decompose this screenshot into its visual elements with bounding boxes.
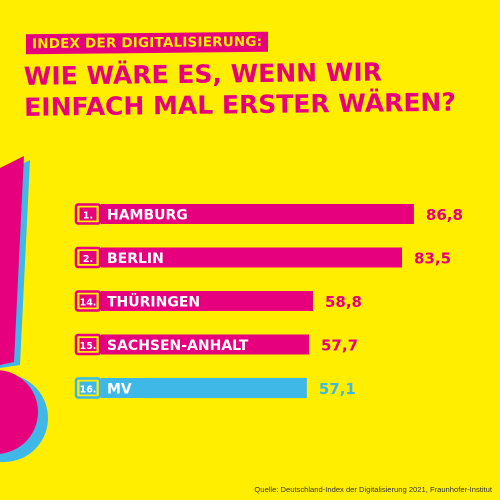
category-label-1: BERLIN — [107, 251, 164, 267]
category-label-2: THÜRINGEN — [107, 293, 200, 311]
rank-badge-fill-1 — [79, 251, 97, 264]
rank-badge-2: 14. — [74, 290, 102, 312]
rank-label-4: 16. — [80, 384, 97, 395]
bar-row-1: 2. BERLIN 83,5 — [74, 246, 451, 269]
category-label-3: SACHSEN-ANHALT — [107, 338, 249, 354]
rank-badge-fill-2 — [79, 294, 97, 308]
value-label-0: 86,8 — [426, 206, 463, 224]
rank-badge-fill-0 — [79, 207, 97, 221]
category-label-4: MV — [107, 382, 132, 398]
bar-1 — [101, 247, 403, 268]
bar-2 — [101, 291, 313, 311]
exclamation-dot — [0, 370, 38, 454]
rank-label-2: 14. — [80, 297, 97, 308]
bar-row-3: 15. SACHSEN-ANHALT 57,7 — [74, 333, 358, 356]
category-label-0: HAMBURG — [107, 208, 188, 224]
rank-badge-0: 1. — [74, 203, 102, 225]
rank-badge-fill-4 — [79, 381, 97, 395]
rank-label-3: 15. — [80, 341, 97, 352]
rank-badge-1: 2. — [74, 246, 102, 269]
rank-badge-4: 16. — [74, 377, 102, 399]
exclamation-bar — [0, 156, 24, 365]
bar-4 — [101, 378, 307, 398]
rank-badge-fill-3 — [79, 338, 97, 351]
bar-row-2: 14. THÜRINGEN 58,8 — [74, 290, 362, 312]
bar-row-0: 1. HAMBURG 86,8 — [74, 203, 463, 225]
value-label-2: 58,8 — [325, 293, 362, 311]
rank-badge-3: 15. — [74, 333, 102, 356]
source-note: Quelle: Deutschland-Index der Digitalisi… — [254, 485, 492, 494]
bar-0 — [101, 204, 414, 224]
value-label-1: 83,5 — [414, 250, 451, 268]
bar-3 — [101, 334, 310, 355]
bar-row-4: 16. MV 57,1 — [74, 377, 356, 399]
rank-label-0: 1. — [83, 210, 93, 221]
value-label-3: 57,7 — [321, 337, 358, 355]
rank-label-1: 2. — [83, 254, 93, 265]
value-label-4: 57,1 — [319, 380, 356, 398]
